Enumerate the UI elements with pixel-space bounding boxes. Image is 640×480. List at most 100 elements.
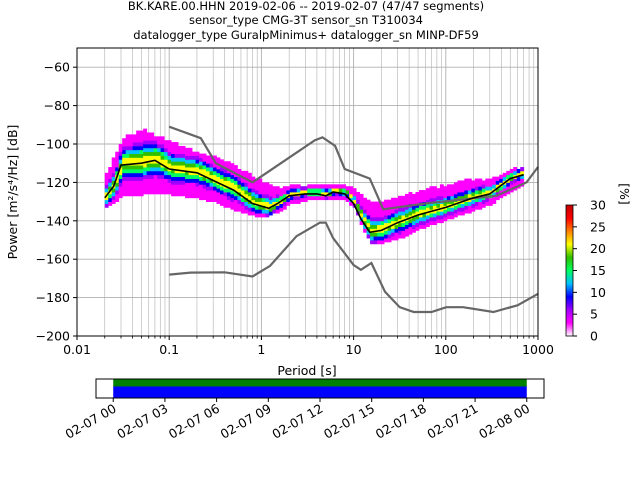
psd-cell: [363, 197, 368, 202]
psd-cell: [432, 216, 437, 222]
psd-cell: [492, 176, 497, 181]
colorbar: 0 5 10 15 20 25 30 [%]: [565, 183, 632, 344]
psd-cell: [129, 184, 134, 189]
psd-cell: [373, 232, 378, 237]
psd-cell: [345, 186, 350, 191]
psd-cell: [132, 134, 137, 139]
psd-cell: [401, 199, 406, 204]
psd-cell: [153, 170, 158, 176]
noise-models: [168, 125, 539, 314]
psd-cell: [401, 226, 406, 231]
psd-cell: [157, 159, 162, 164]
psd-cell: [471, 184, 476, 189]
psd-cell: [391, 236, 395, 241]
psd-cell: [258, 182, 263, 187]
psd-cell: [223, 161, 228, 166]
psd-cell: [178, 157, 182, 162]
psd-cell: [153, 136, 158, 141]
psd-cell: [261, 213, 266, 218]
psd-cell: [509, 188, 514, 193]
psd-cell: [506, 190, 511, 195]
psd-cell: [122, 165, 127, 170]
psd-cell: [209, 159, 214, 164]
psd-cell: [188, 190, 193, 195]
psd-cell: [115, 170, 120, 176]
psd-cell: [160, 159, 165, 164]
psd-cell: [450, 207, 455, 212]
psd-cell: [254, 182, 259, 187]
psd-cell: [359, 197, 364, 202]
psd-cell: [226, 172, 231, 178]
psd-cell: [150, 163, 155, 168]
psd-cell: [240, 170, 245, 176]
psd-cell: [167, 182, 172, 187]
psd-cell: [219, 159, 224, 164]
psd-cell: [136, 176, 141, 181]
psd-cell: [104, 203, 109, 208]
psd-cell: [118, 170, 123, 176]
psd-cell: [237, 188, 242, 193]
psd-cell: [282, 201, 287, 206]
psd-cell: [181, 192, 186, 197]
colorbar-tick-label: 30: [590, 198, 606, 213]
psd-cell: [502, 192, 507, 197]
psd-cell: [457, 211, 462, 216]
psd-cell: [377, 232, 381, 237]
psd-cell: [212, 174, 217, 179]
psd-cell: [164, 182, 168, 187]
psd-cell: [247, 184, 252, 189]
psd-cell: [387, 234, 392, 239]
psd-cell: [237, 180, 242, 185]
psd-cell: [157, 190, 162, 195]
colorbar-tick-label: 25: [590, 219, 606, 234]
psd-cell: [178, 172, 182, 178]
psd-cell: [181, 165, 186, 170]
psd-cell: [335, 184, 340, 189]
psd-cell: [303, 193, 308, 199]
psd-cell: [359, 201, 364, 206]
psd-cell: [146, 163, 151, 168]
psd-cell: [125, 172, 130, 178]
psd-cell: [345, 197, 350, 202]
psd-cell: [516, 172, 521, 178]
psd-cell: [254, 193, 259, 199]
psd-cell: [401, 207, 406, 212]
psd-cell: [363, 228, 368, 233]
psd-cell: [118, 186, 123, 191]
psd-cell: [111, 165, 116, 170]
psd-cell: [488, 197, 493, 202]
psd-cell: [509, 168, 514, 174]
psd-cell: [401, 230, 406, 235]
psd-cell: [335, 192, 340, 197]
psd-cell: [265, 190, 270, 195]
psd-cell: [111, 188, 116, 193]
psd-cell: [139, 130, 144, 135]
psd-cell: [384, 222, 388, 227]
psd-cell: [279, 207, 284, 212]
psd-cell: [167, 186, 172, 191]
psd-cell: [157, 182, 162, 187]
psd-cell: [439, 218, 444, 224]
psd-cell: [474, 205, 479, 210]
psd-cell: [453, 209, 458, 214]
psd-cell: [436, 218, 441, 224]
psd-cell: [296, 195, 301, 201]
psd-cell: [216, 168, 221, 174]
psd-cell: [244, 201, 249, 206]
psd-cell: [192, 151, 196, 156]
psd-cell: [132, 142, 137, 147]
psd-cell: [268, 199, 273, 204]
psd-cell: [206, 186, 210, 191]
psd-cell: [125, 138, 130, 143]
psd-cell: [418, 209, 423, 214]
psd-cell: [268, 184, 273, 189]
psd-cell: [422, 197, 427, 202]
psd-cell: [408, 192, 413, 197]
psd-cell: [139, 142, 144, 147]
psd-cell: [202, 168, 207, 174]
psd-cell: [219, 186, 224, 191]
psd-cell: [485, 201, 490, 206]
psd-cell: [251, 203, 256, 208]
psd-cell: [139, 184, 144, 189]
psd-cell: [129, 138, 134, 143]
